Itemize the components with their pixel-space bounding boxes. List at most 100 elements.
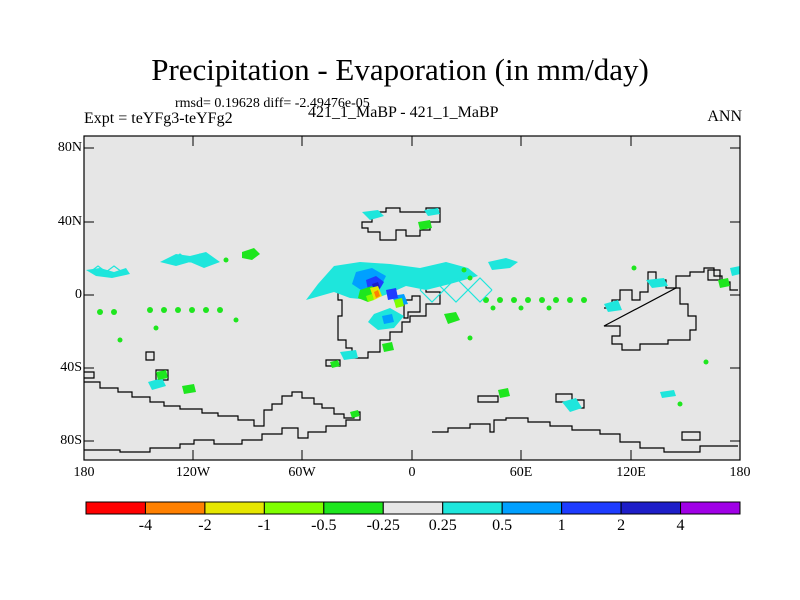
patch-green-8: [156, 370, 168, 380]
dot-11: [483, 297, 489, 303]
lattice-2: [419, 289, 493, 303]
season-label: ANN: [707, 108, 742, 125]
experiment-label: Expt = teYFg3-teYFg2: [84, 110, 233, 127]
colorbar-label-5: 0.25: [428, 517, 457, 534]
colorbar-label-1: -2: [198, 517, 212, 534]
coastline-south-east: [432, 417, 738, 453]
colorbar-box-3: [263, 501, 325, 515]
patch-blue-2: [386, 288, 398, 300]
dot-28: [467, 335, 473, 341]
dot-10: [153, 325, 159, 331]
lon-label-180w: 180: [73, 465, 95, 480]
colorbar-box-9: [620, 501, 682, 515]
lon-label-180e: 180: [729, 465, 751, 480]
dot-17: [567, 297, 573, 303]
case-label: 421_1_MaBP - 421_1_MaBP: [308, 104, 499, 121]
patch-lightblue-3: [382, 314, 394, 324]
coastline-south-small: [681, 431, 701, 441]
dot-26: [117, 337, 123, 343]
dot-18: [581, 297, 587, 303]
dot-3: [175, 307, 181, 313]
lat-label-80s: 80S: [60, 433, 82, 448]
patch-cyan-8: [646, 278, 668, 288]
dot-15: [539, 297, 545, 303]
colorbar-box-2: [204, 501, 265, 515]
colorbar-box-5: [382, 501, 444, 515]
colorbar: [85, 501, 741, 515]
dot-4: [189, 307, 195, 313]
dot-25: [703, 359, 709, 365]
lattice-1: [419, 277, 493, 291]
patch-green-4: [418, 220, 432, 230]
coastline-south: [84, 381, 361, 453]
dot-13: [511, 297, 517, 303]
dot-14: [525, 297, 531, 303]
patch-cyan-12: [148, 378, 166, 390]
patch-green-11: [350, 410, 360, 418]
colorbar-label-8: 2: [617, 517, 626, 534]
dot-27: [223, 257, 229, 263]
colorbar-label-4: -0.25: [366, 517, 400, 534]
patch-green-7: [182, 384, 196, 394]
dot-24: [631, 265, 637, 271]
dot-19: [490, 305, 496, 311]
patch-cyan-11: [660, 390, 676, 398]
colorbar-label-7: 1: [557, 517, 566, 534]
patch-green-3: [444, 312, 460, 324]
lattice-3: [169, 253, 211, 263]
colorbar-box-7: [501, 501, 563, 515]
colorbar-box-8: [561, 501, 622, 515]
patch-cyan-9: [604, 300, 622, 312]
lat-label-40s: 40S: [60, 360, 82, 375]
patch-lime-1: [394, 298, 404, 308]
patch-cyan-10: [562, 398, 582, 412]
dot-23: [467, 275, 473, 281]
patch-green-9: [330, 360, 340, 368]
lon-label-60w: 60W: [288, 465, 316, 480]
lon-label-0: 0: [408, 465, 416, 480]
patch-green-1: [242, 248, 260, 260]
dot-6: [217, 307, 223, 313]
colorbar-label-9: 4: [676, 517, 685, 534]
colorbar-label-2: -1: [257, 517, 272, 534]
patch-cyan-1: [160, 252, 220, 268]
patch-cyan-6: [362, 210, 384, 220]
colorbar-box-0: [85, 501, 146, 515]
coastline-east-b: [603, 287, 697, 351]
dot-8: [111, 309, 117, 315]
colorbar-label-6: 0.5: [492, 517, 513, 534]
dot-21: [546, 305, 552, 311]
patch-lime-2: [366, 294, 374, 302]
lon-label-120e: 120E: [616, 465, 646, 480]
colorbar-box-4: [323, 501, 384, 515]
lattice-4: [89, 265, 123, 273]
coastline-west-c: [84, 371, 95, 379]
patch-green-5: [498, 388, 510, 398]
tick-marks: [84, 136, 740, 460]
patch-cyan-13: [340, 350, 358, 360]
coastline-island-b: [477, 395, 499, 403]
coastline-east-c: [555, 393, 585, 409]
dot-16: [553, 297, 559, 303]
coastlines: [84, 207, 738, 453]
lat-label-40n: 40N: [57, 214, 82, 229]
dot-5: [203, 307, 209, 313]
cyan-lattice: [89, 253, 493, 303]
lon-label-60e: 60E: [509, 465, 533, 480]
coastline-north: [361, 207, 441, 241]
colorbar-box-1: [144, 501, 206, 515]
dot-1: [147, 307, 153, 313]
patch-cyan-14: [730, 266, 740, 276]
colorbar-label-3: -0.5: [311, 517, 337, 534]
coastline-west-b: [155, 369, 169, 381]
lat-label-0: 0: [75, 287, 82, 302]
patch-cyan-7: [424, 208, 440, 216]
dotted-band: [97, 257, 709, 407]
lat-label-80n: 80N: [57, 140, 82, 155]
patch-green-6: [718, 278, 730, 288]
dot-7: [97, 309, 103, 315]
colorbar-box-6: [442, 501, 503, 515]
dot-20: [518, 305, 524, 311]
patch-cyan-3: [306, 262, 478, 300]
